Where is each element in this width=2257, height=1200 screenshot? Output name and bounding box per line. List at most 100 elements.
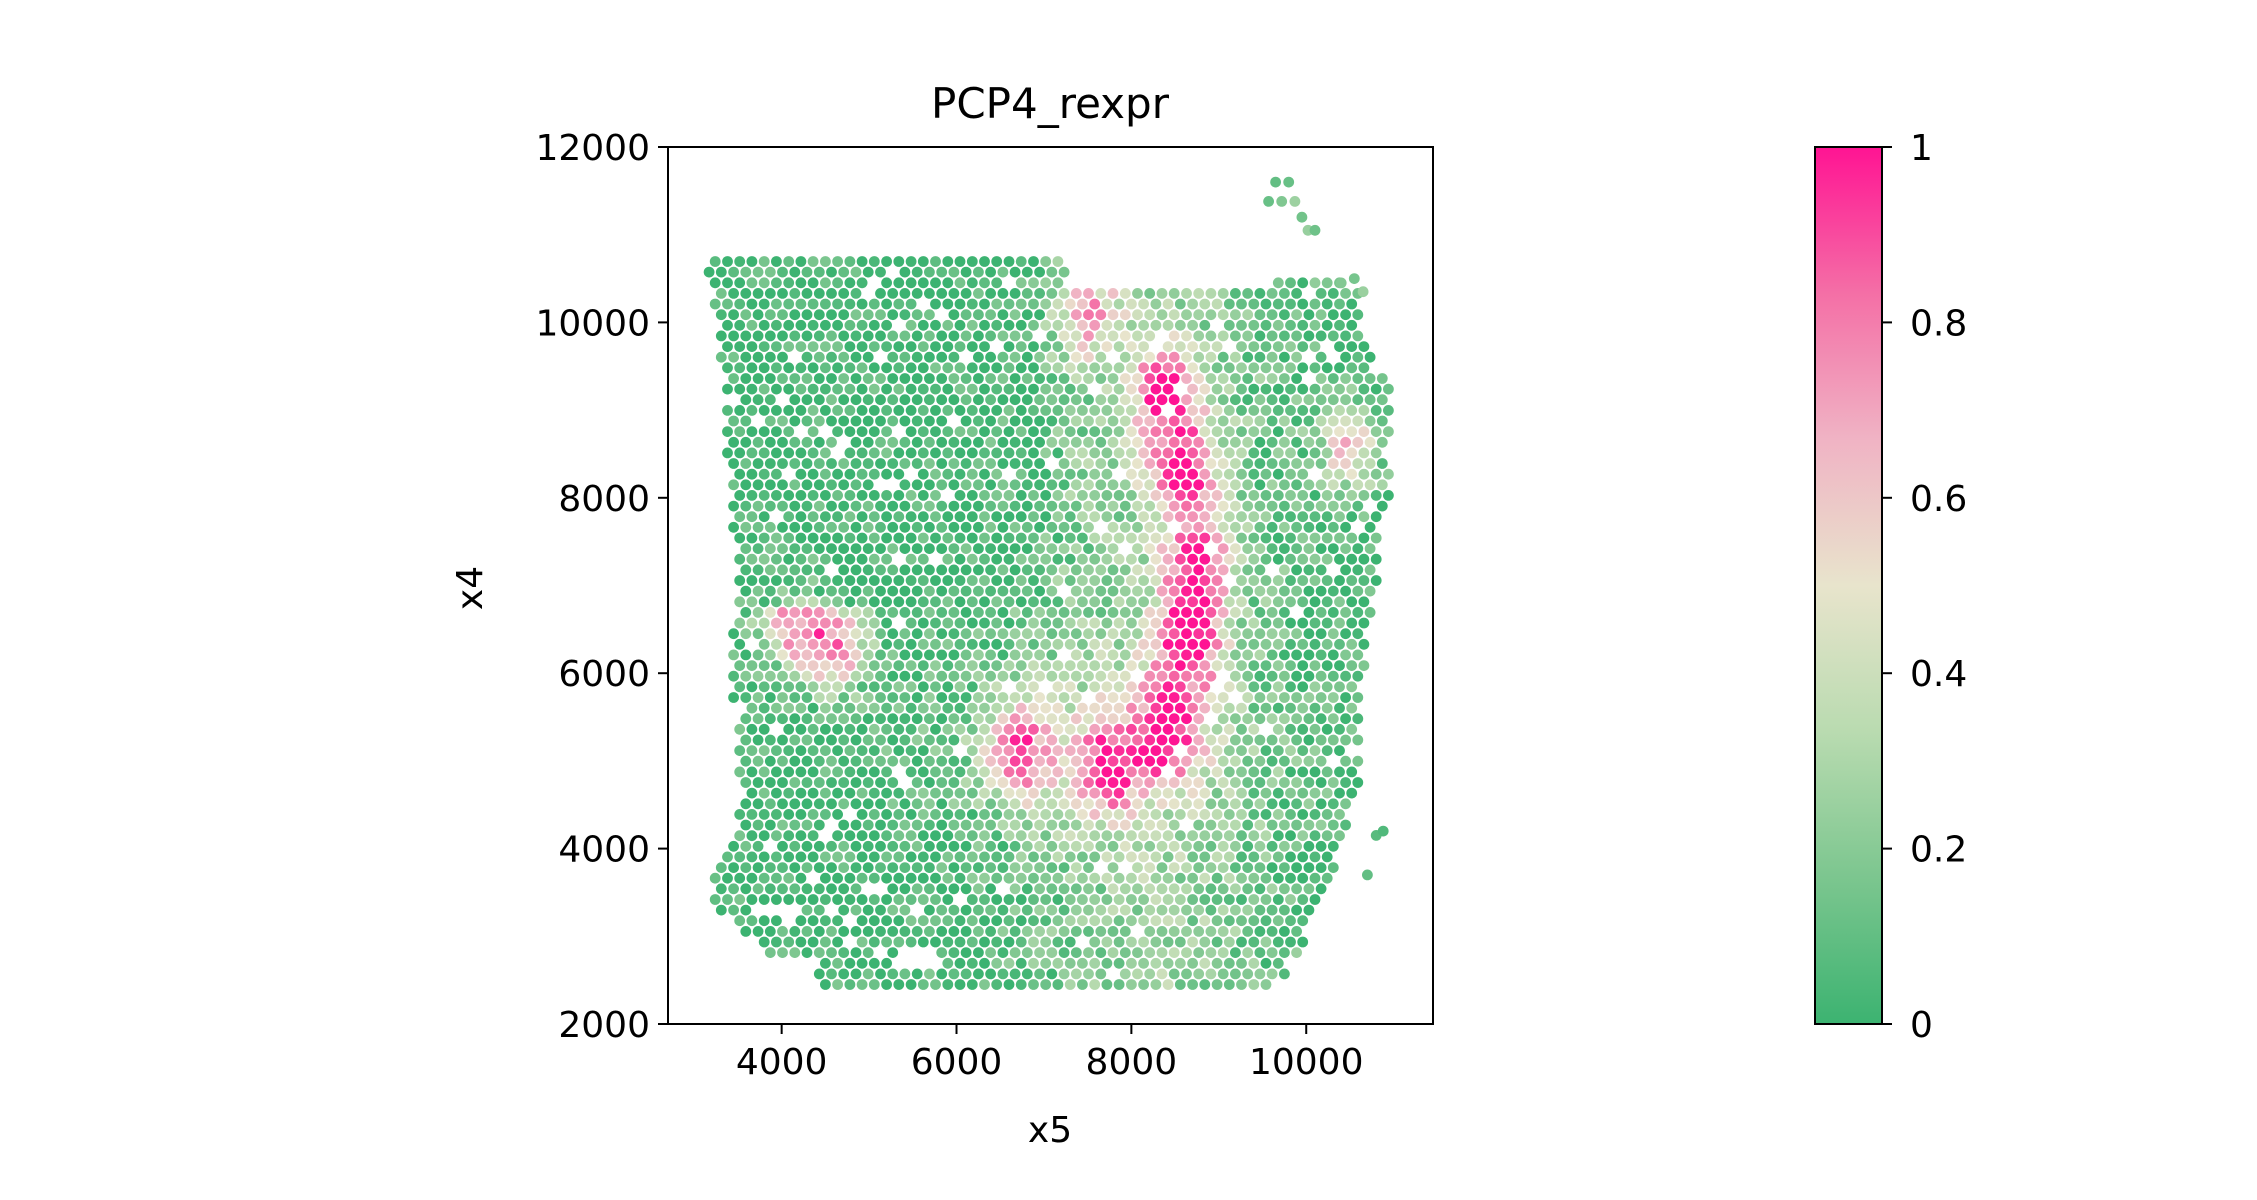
spot <box>856 490 868 501</box>
spot <box>966 787 978 799</box>
spot <box>1291 585 1302 597</box>
spot <box>1236 532 1247 544</box>
spot <box>881 532 892 544</box>
spot <box>1364 543 1376 554</box>
spot <box>801 755 813 767</box>
spot <box>856 447 868 459</box>
spot <box>942 766 954 778</box>
spot <box>789 777 801 788</box>
spot <box>1272 638 1284 650</box>
spot <box>1199 957 1211 969</box>
spot <box>1248 723 1260 735</box>
spot <box>740 607 752 618</box>
spot <box>1370 405 1382 416</box>
spot <box>1028 511 1039 523</box>
spot <box>758 723 770 735</box>
spot <box>1138 490 1149 501</box>
spot <box>752 394 764 406</box>
spot <box>1205 819 1217 831</box>
spot <box>887 777 899 788</box>
spot <box>1181 798 1192 810</box>
spot <box>911 415 923 427</box>
spot <box>1254 479 1266 491</box>
spot <box>1236 723 1247 735</box>
spot <box>966 319 978 331</box>
spot <box>985 521 996 533</box>
spot <box>1058 670 1070 682</box>
spot <box>734 405 746 416</box>
spot <box>832 405 843 416</box>
spot <box>893 256 905 267</box>
spot <box>979 702 990 714</box>
spot <box>1150 660 1162 671</box>
spot <box>764 862 776 873</box>
spot <box>1070 288 1082 299</box>
spot <box>1156 479 1168 491</box>
spot <box>1046 862 1058 873</box>
spot <box>1034 521 1045 533</box>
spot <box>1119 415 1131 427</box>
spot <box>1083 904 1094 916</box>
spot <box>1168 564 1180 576</box>
spot <box>1107 394 1119 406</box>
spot <box>1236 915 1247 927</box>
spot <box>1309 362 1321 374</box>
spot <box>960 479 972 491</box>
spot <box>1095 436 1107 448</box>
spot <box>844 447 856 459</box>
spot <box>942 979 954 990</box>
spot <box>1266 628 1278 640</box>
spot <box>1352 734 1364 746</box>
spot <box>746 383 758 395</box>
x-tick-label: 4000 <box>736 1042 828 1083</box>
spot <box>777 734 788 746</box>
spot <box>740 309 752 321</box>
spot <box>1107 521 1119 533</box>
spot <box>1070 436 1082 448</box>
spot <box>1009 288 1021 299</box>
spot <box>1291 521 1302 533</box>
spot <box>832 553 843 565</box>
spot <box>1309 511 1321 523</box>
spot <box>789 840 801 852</box>
spot <box>1272 936 1284 948</box>
spot <box>740 713 752 725</box>
spot <box>960 585 972 597</box>
spot <box>1126 745 1137 756</box>
spot <box>1260 532 1272 544</box>
spot <box>1248 830 1260 842</box>
spot <box>1291 351 1302 363</box>
spot <box>899 649 911 661</box>
spot <box>1236 362 1247 374</box>
spot <box>1168 734 1180 746</box>
spot <box>881 894 892 905</box>
spot <box>1009 415 1021 427</box>
spot <box>801 415 813 427</box>
spot <box>1119 394 1131 406</box>
spot <box>948 755 960 767</box>
spot <box>1260 702 1272 714</box>
spot <box>1126 787 1137 799</box>
spot <box>1187 872 1198 884</box>
spot <box>1211 405 1223 416</box>
spot <box>1021 351 1033 363</box>
spot <box>1058 862 1070 873</box>
spot <box>881 617 892 629</box>
spot <box>1303 692 1315 703</box>
spot <box>1077 617 1088 629</box>
spot <box>1064 638 1076 650</box>
x-tick-label: 10000 <box>1249 1042 1364 1083</box>
spot <box>844 511 856 523</box>
spot <box>930 256 941 267</box>
spot <box>1162 596 1174 608</box>
spot <box>1015 447 1027 459</box>
spot <box>1303 585 1315 597</box>
spot <box>930 766 941 778</box>
spot <box>1015 277 1027 289</box>
spot <box>1052 681 1064 693</box>
spot <box>1174 872 1186 884</box>
spot <box>740 798 752 810</box>
spot <box>1230 755 1241 767</box>
spot <box>1058 479 1070 491</box>
spot <box>826 309 837 321</box>
